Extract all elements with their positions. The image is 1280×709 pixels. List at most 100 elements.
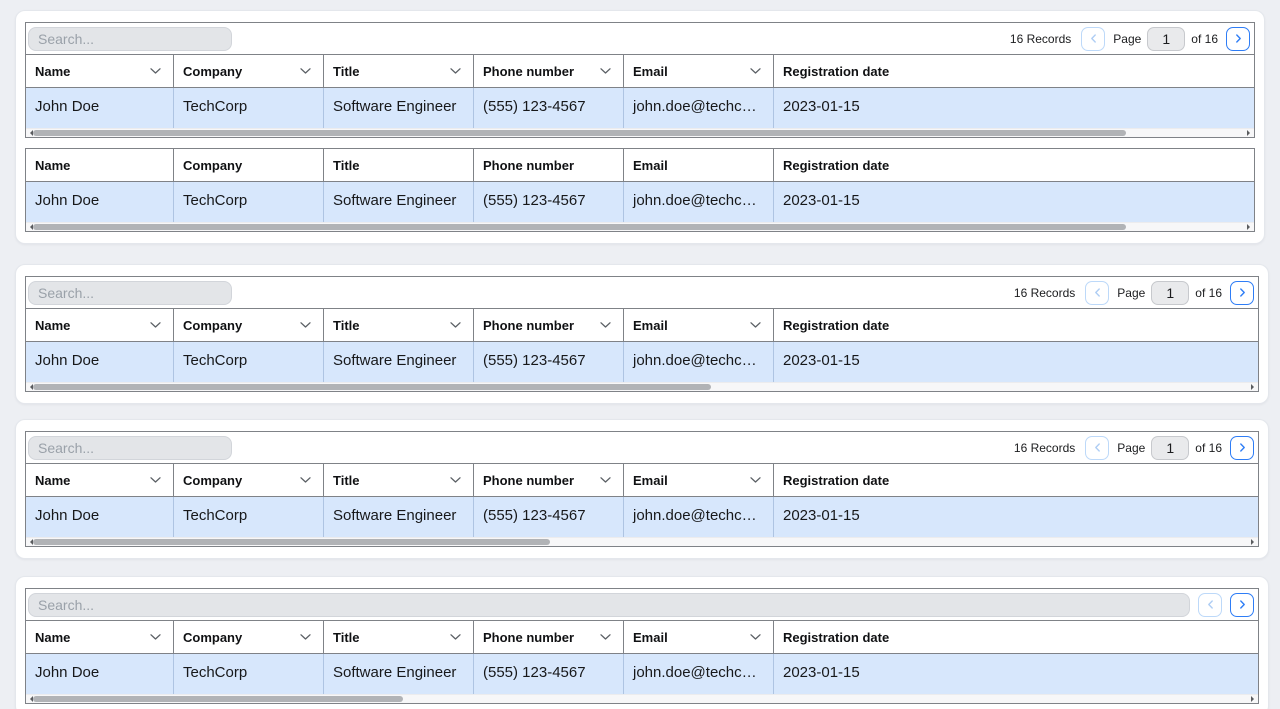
column-header-company[interactable]: Company: [174, 464, 324, 496]
horizontal-scrollbar[interactable]: [26, 128, 1254, 137]
cell-name: John Doe: [26, 182, 174, 222]
search-input[interactable]: [28, 26, 232, 51]
scrollbar-left-arrow-icon[interactable]: [27, 384, 33, 390]
table-row[interactable]: John Doe TechCorp Software Engineer (555…: [26, 342, 1258, 382]
column-header-phone-number[interactable]: Phone number: [474, 55, 624, 87]
column-header-company[interactable]: Company: [174, 149, 324, 181]
scrollbar-left-arrow-icon[interactable]: [27, 696, 33, 702]
column-header-email[interactable]: Email: [624, 149, 774, 181]
prev-page-button[interactable]: [1198, 592, 1222, 617]
scrollbar-left-arrow-icon[interactable]: [27, 224, 33, 230]
column-header-title[interactable]: Title: [324, 309, 474, 341]
next-page-button[interactable]: [1226, 26, 1250, 51]
scrollbar-left-arrow-icon[interactable]: [27, 539, 33, 545]
table-row[interactable]: John Doe TechCorp Software Engineer (555…: [26, 497, 1258, 537]
scrollbar-right-arrow-icon[interactable]: [1251, 696, 1257, 702]
page-number-input[interactable]: [1151, 435, 1190, 460]
scrollbar-thumb[interactable]: [33, 224, 1126, 230]
horizontal-scrollbar[interactable]: [26, 222, 1254, 231]
page-number-input[interactable]: [1151, 280, 1190, 305]
scrollbar-right-arrow-icon[interactable]: [1251, 384, 1257, 390]
column-label: Registration date: [783, 63, 890, 79]
column-header-title[interactable]: Title: [324, 55, 474, 87]
column-label: Title: [333, 317, 360, 333]
sort-chevron-icon: [150, 322, 161, 328]
next-page-button[interactable]: [1230, 280, 1254, 305]
search-input[interactable]: [28, 592, 1190, 617]
data-table: 16 Records Page of 16 Name: [25, 22, 1255, 138]
chevron-right-icon: [1235, 34, 1241, 43]
column-label: Company: [183, 472, 243, 488]
column-header-name[interactable]: Name: [26, 621, 174, 653]
column-header-email[interactable]: Email: [624, 464, 774, 496]
scrollbar-thumb[interactable]: [33, 539, 551, 545]
column-label: Name: [35, 472, 71, 488]
scrollbar-right-arrow-icon[interactable]: [1247, 130, 1253, 136]
search-input[interactable]: [28, 435, 232, 460]
sort-chevron-icon: [450, 322, 461, 328]
data-table: 16 Records Page of 16 Name: [25, 431, 1259, 547]
search-input[interactable]: [28, 280, 232, 305]
table-demo-row-large: 16 Records Page of 16 Name: [15, 264, 1269, 404]
column-label: Phone number: [483, 472, 575, 488]
prev-page-button[interactable]: [1085, 435, 1110, 460]
scrollbar-thumb[interactable]: [33, 696, 403, 702]
scrollbar-right-arrow-icon[interactable]: [1247, 224, 1253, 230]
table-demo-row-medium: 16 Records Page of 16 Name: [15, 419, 1269, 559]
table-demo-row-small: 16 Records Page of 16 Name: [15, 576, 1269, 709]
column-header-name[interactable]: Name: [26, 149, 174, 181]
table-row[interactable]: John Doe TechCorp Software Engineer (555…: [26, 88, 1254, 128]
column-header-title[interactable]: Title: [324, 149, 474, 181]
table-toolbar: 16 Records Page of 16: [26, 432, 1258, 464]
column-header-company[interactable]: Company: [174, 55, 324, 87]
cell-title: Software Engineer: [324, 342, 474, 382]
chevron-left-icon: [1094, 288, 1100, 297]
column-header-email[interactable]: Email: [624, 621, 774, 653]
column-header-phone-number[interactable]: Phone number: [474, 464, 624, 496]
column-header-phone-number[interactable]: Phone number: [474, 309, 624, 341]
column-header-registration-date[interactable]: Registration date: [774, 464, 1258, 496]
scrollbar-thumb[interactable]: [33, 130, 1126, 136]
scrollbar-thumb[interactable]: [33, 384, 711, 390]
scrollbar-right-arrow-icon[interactable]: [1251, 539, 1257, 545]
column-header-phone-number[interactable]: Phone number: [474, 621, 624, 653]
horizontal-scrollbar[interactable]: [26, 382, 1258, 391]
horizontal-scrollbar[interactable]: [26, 694, 1258, 703]
table-toolbar: 16 Records Page of 16: [26, 589, 1258, 621]
horizontal-scrollbar[interactable]: [26, 537, 1258, 546]
cell-registration-date: 2023-01-15: [783, 352, 860, 369]
column-header-registration-date[interactable]: Registration date: [774, 149, 1254, 181]
table-header-row: Name Company Title Phone number: [26, 464, 1258, 497]
column-label: Registration date: [783, 157, 890, 173]
table-row[interactable]: John Doe TechCorp Software Engineer (555…: [26, 182, 1254, 222]
column-label: Email: [633, 63, 668, 79]
prev-page-button[interactable]: [1085, 280, 1110, 305]
column-header-registration-date[interactable]: Registration date: [774, 55, 1254, 87]
column-header-title[interactable]: Title: [324, 464, 474, 496]
column-header-company[interactable]: Company: [174, 309, 324, 341]
cell-phone-number: (555) 123-4567: [474, 182, 624, 222]
column-label: Name: [35, 317, 71, 333]
column-header-phone-number[interactable]: Phone number: [474, 149, 624, 181]
page-number-input[interactable]: [1147, 26, 1186, 51]
column-header-registration-date[interactable]: Registration date: [774, 621, 1258, 653]
column-header-name[interactable]: Name: [26, 464, 174, 496]
column-header-company[interactable]: Company: [174, 621, 324, 653]
scrollbar-left-arrow-icon[interactable]: [27, 130, 33, 136]
table-header-row: Name Company Title Phone number: [26, 149, 1254, 182]
column-header-name[interactable]: Name: [26, 55, 174, 87]
cell-company: TechCorp: [174, 182, 324, 222]
column-header-name[interactable]: Name: [26, 309, 174, 341]
sort-chevron-icon: [600, 477, 611, 483]
cell-name: John Doe: [26, 654, 174, 694]
sort-chevron-icon: [300, 477, 311, 483]
column-label: Company: [183, 629, 243, 645]
column-header-email[interactable]: Email: [624, 55, 774, 87]
table-row[interactable]: John Doe TechCorp Software Engineer (555…: [26, 654, 1258, 694]
next-page-button[interactable]: [1230, 435, 1254, 460]
column-header-registration-date[interactable]: Registration date: [774, 309, 1258, 341]
column-header-email[interactable]: Email: [624, 309, 774, 341]
next-page-button[interactable]: [1230, 592, 1254, 617]
column-header-title[interactable]: Title: [324, 621, 474, 653]
prev-page-button[interactable]: [1081, 26, 1106, 51]
